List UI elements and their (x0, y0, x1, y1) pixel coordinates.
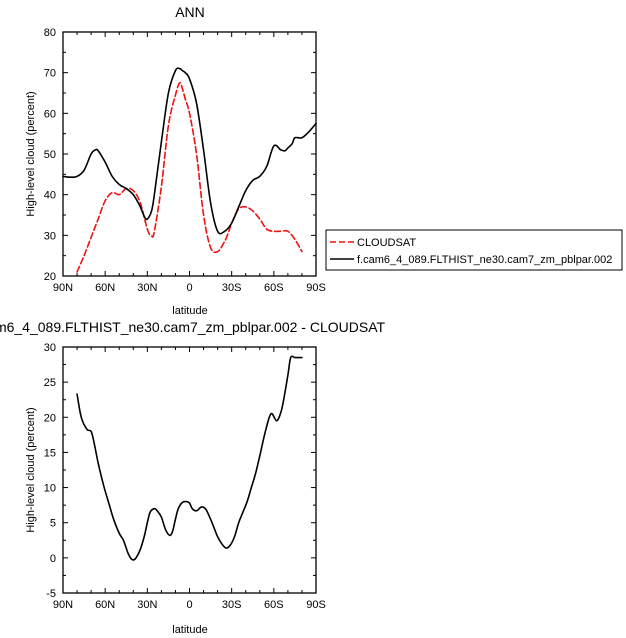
top-x-tick-label: 30N (137, 282, 157, 294)
bottom-y-tick-label: 0 (50, 553, 56, 565)
top-series-group (62, 67, 317, 273)
panel-top: ANN 90N 60N 30N 0 30S 60S 90S 20 30 40 50 60 70 80 la… (25, 4, 326, 317)
bottom-x-tick-label: 90N (53, 599, 73, 611)
bottom-chart-title: m6_4_089.FLTHIST_ne30.cam7_zm_pblpar.002… (0, 319, 385, 335)
bottom-y-tick-label: 25 (44, 377, 56, 389)
bottom-axes: 90N 60N 30N 0 30S 60S 90S -5 0 5 10 15 20 25 30 (44, 342, 326, 611)
legend-label-model: f.cam6_4_089.FLTHIST_ne30.cam7_zm_pblpar… (357, 254, 612, 266)
top-series-line-cloudsat (76, 81, 303, 273)
top-y-tick-label: 80 (44, 27, 56, 39)
bottom-x-tick-label: 60S (264, 599, 284, 611)
top-y-tick-label: 50 (44, 149, 56, 161)
legend-box (325, 229, 623, 271)
top-y-tick-label: 30 (44, 230, 56, 242)
bottom-x-tick-label: 90S (306, 599, 326, 611)
bottom-x-tick-label: 60N (95, 599, 115, 611)
top-x-tick-label: 60N (95, 282, 115, 294)
bottom-x-tick-label: 30N (137, 599, 157, 611)
bottom-y-tick-label: 10 (44, 483, 56, 495)
legend-label-cloudsat: CLOUDSAT (357, 237, 416, 249)
top-x-tick-label: 0 (186, 282, 192, 294)
top-y-tick-label: 20 (44, 271, 56, 283)
bottom-y-tick-label: -5 (46, 588, 56, 600)
top-axes: 90N 60N 30N 0 30S 60S 90S 20 30 40 50 60 70 80 (44, 27, 326, 294)
top-x-tick-label: 30S (222, 282, 242, 294)
top-x-axis-label: latitude (172, 305, 207, 317)
top-x-tick-label: 90S (306, 282, 326, 294)
bottom-series-line-difference (76, 355, 303, 561)
bottom-x-axis-label: latitude (172, 624, 207, 636)
legend: CLOUDSAT f.cam6_4_089.FLTHIST_ne30.cam7_… (325, 229, 623, 271)
bottom-x-tick-label: 0 (186, 599, 192, 611)
top-y-tick-label: 70 (44, 68, 56, 80)
bottom-y-tick-label: 30 (44, 342, 56, 354)
top-y-tick-label: 60 (44, 108, 56, 120)
top-x-tick-label: 90N (53, 282, 73, 294)
top-series-line-model (62, 67, 317, 235)
top-y-tick-label: 40 (44, 190, 56, 202)
bottom-y-tick-label: 15 (44, 447, 56, 459)
panel-bottom: m6_4_089.FLTHIST_ne30.cam7_zm_pblpar.002… (0, 319, 385, 636)
bottom-series-group (76, 355, 303, 561)
bottom-plot-frame (62, 346, 317, 594)
bottom-y-tick-label: 5 (50, 518, 56, 530)
bottom-y-tick-label: 20 (44, 412, 56, 424)
bottom-x-tick-label: 30S (222, 599, 242, 611)
top-y-axis-label: High-level cloud (percent) (25, 91, 37, 216)
bottom-y-axis-label: High-level cloud (percent) (25, 407, 37, 532)
top-chart-title: ANN (175, 4, 205, 20)
top-x-tick-label: 60S (264, 282, 284, 294)
